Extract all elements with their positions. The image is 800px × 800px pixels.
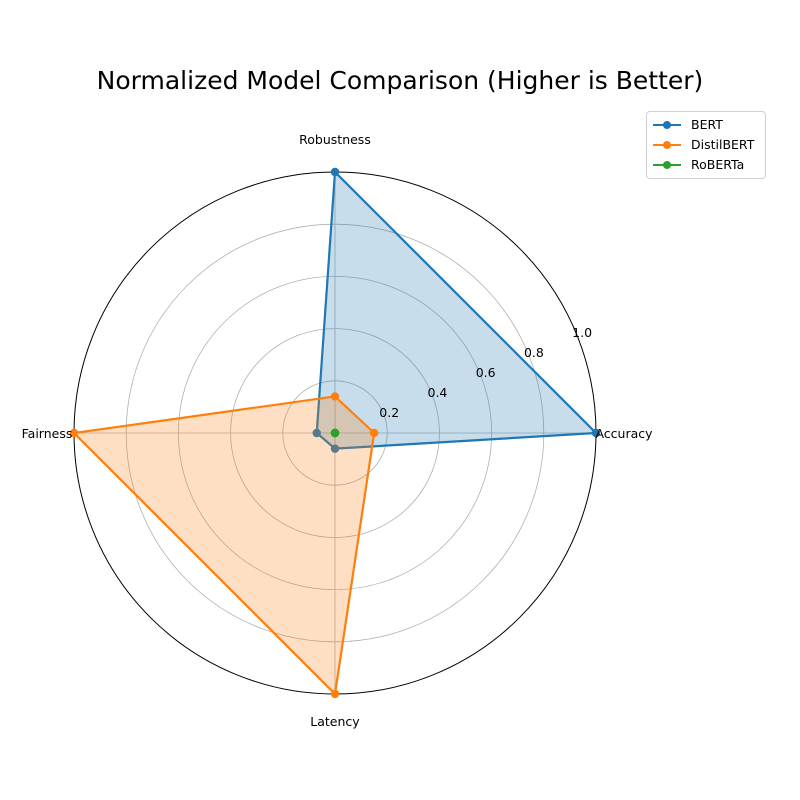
data-point-bert-latency — [330, 444, 340, 453]
data-point-roberta-latency — [330, 428, 340, 438]
data-point-bert-accuracy — [591, 428, 601, 438]
data-point-distilbert-robustness — [330, 392, 340, 401]
legend-label-bert: BERT — [691, 117, 723, 132]
r-tick-label: 1.0 — [572, 325, 592, 340]
label-layer: 0.2 0.4 0.6 0.8 1.0 Accuracy Robustness Fairnes… — [22, 132, 653, 729]
r-tick-label: 0.6 — [476, 365, 496, 380]
series-layer — [69, 167, 601, 699]
legend-label-roberta: RoBERTa — [691, 157, 745, 172]
legend-swatch-bert — [653, 121, 681, 129]
axis-label-fairness: Fairness — [22, 426, 73, 441]
axis-label-accuracy: Accuracy — [595, 426, 653, 441]
r-tick-label: 0.4 — [428, 385, 448, 400]
legend-item-distilbert: DistilBERT — [647, 136, 765, 154]
data-point-distilbert-fairness — [69, 428, 79, 438]
series-fill-distilbert — [74, 396, 375, 694]
series-fill-bert — [316, 172, 596, 449]
legend: BERT DistilBERT RoBERTa — [646, 111, 766, 179]
data-point-bert-fairness — [312, 428, 321, 438]
legend-label-distilbert: DistilBERT — [691, 137, 755, 152]
legend-swatch-distilbert — [653, 141, 681, 149]
r-tick-label: 0.2 — [379, 405, 399, 420]
chart-title: Normalized Model Comparison (Higher is B… — [96, 66, 704, 95]
legend-item-bert: BERT — [647, 116, 765, 134]
axis-label-robustness: Robustness — [299, 132, 371, 147]
legend-item-roberta: RoBERTa — [647, 156, 765, 174]
axis-label-latency: Latency — [310, 714, 360, 729]
data-point-bert-robustness — [330, 167, 340, 177]
data-point-distilbert-latency — [330, 689, 340, 699]
legend-swatch-roberta — [653, 161, 681, 169]
r-tick-label: 0.8 — [524, 345, 544, 360]
data-point-distilbert-accuracy — [369, 428, 379, 438]
